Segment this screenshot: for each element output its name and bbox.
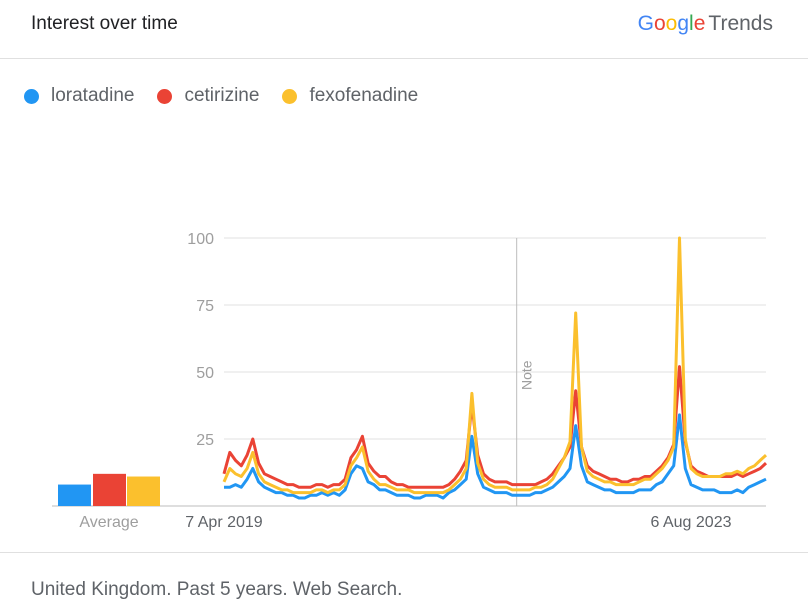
chart-legend: loratadine cetirizine fexofenadine <box>24 85 441 107</box>
logo-letter: o <box>665 12 678 35</box>
region-time-filter-text: United Kingdom. Past 5 years. Web Search… <box>31 579 403 600</box>
legend-label-cetirizine: cetirizine <box>184 85 260 106</box>
series-line-fexofenadine[interactable] <box>222 236 768 495</box>
x-tick-label: 6 Aug 2023 <box>651 514 732 531</box>
legend-label-fexofenadine: fexofenadine <box>309 85 419 106</box>
x-tick-label: 7 Apr 2019 <box>185 514 263 531</box>
legend-dot-loratadine <box>24 88 39 104</box>
note-label[interactable]: Note <box>519 360 535 390</box>
average-bar-cetirizine[interactable] <box>93 473 126 506</box>
legend-item-cetirizine[interactable]: cetirizine <box>157 85 259 107</box>
google-trends-logo: Google Trends <box>638 12 773 36</box>
y-tick-label: 25 <box>196 432 214 449</box>
logo-letter: e <box>693 12 706 35</box>
average-bar-fexofenadine[interactable] <box>127 476 160 506</box>
chart-header: Interest over time Google Trends <box>0 0 808 59</box>
average-label: Average <box>79 514 138 531</box>
y-tick-label: 100 <box>187 231 214 248</box>
chart-title: Interest over time <box>31 13 178 34</box>
logo-letter: g <box>677 12 690 35</box>
y-tick-label: 50 <box>196 365 214 382</box>
logo-letter: G <box>637 12 654 35</box>
interest-over-time-chart[interactable]: 25 50 75 100 Note Average 7 Apr 2019 6 Aug 2023 <box>0 0 808 552</box>
logo-letter: o <box>653 12 666 35</box>
legend-item-loratadine[interactable]: loratadine <box>24 85 134 107</box>
chart-footer: United Kingdom. Past 5 years. Web Search… <box>0 552 808 605</box>
legend-dot-cetirizine <box>157 88 173 104</box>
logo-letter: l <box>689 12 694 35</box>
y-tick-label: 75 <box>196 298 214 315</box>
logo-trends-word: Trends <box>708 12 773 35</box>
legend-item-fexofenadine[interactable]: fexofenadine <box>282 85 418 107</box>
legend-dot-fexofenadine <box>282 88 298 104</box>
series-line-loratadine[interactable] <box>224 413 767 500</box>
average-bar-loratadine[interactable] <box>58 484 91 506</box>
legend-label-loratadine: loratadine <box>51 85 135 106</box>
